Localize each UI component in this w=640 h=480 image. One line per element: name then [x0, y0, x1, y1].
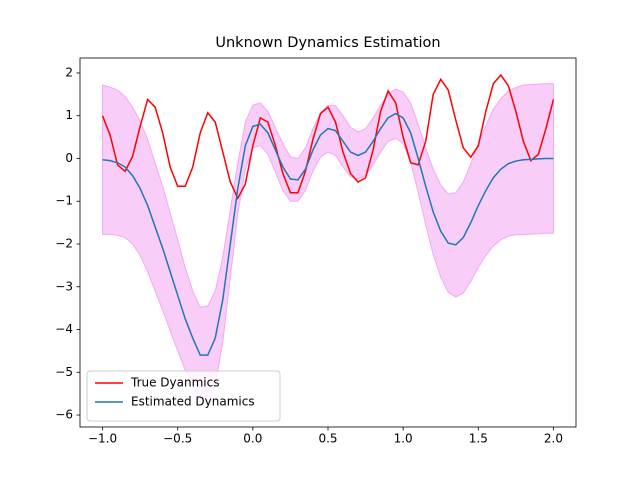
- y-tick-label: 2: [65, 65, 73, 79]
- y-tick-label: −3: [55, 279, 73, 293]
- y-tick-label: −1: [55, 194, 73, 208]
- confidence-band: [102, 83, 554, 405]
- x-tick-label: 1.0: [394, 432, 413, 446]
- chart-title: Unknown Dynamics Estimation: [215, 35, 440, 51]
- x-tick-label: −0.5: [163, 432, 192, 446]
- y-tick-label: 0: [65, 151, 73, 165]
- series-line: [102, 112, 554, 356]
- x-tick-label: 2.0: [544, 432, 563, 446]
- y-tick-label: −6: [55, 408, 73, 422]
- x-tick-label: −1.0: [88, 432, 117, 446]
- legend-box: [86, 370, 281, 422]
- y-tick-label: −2: [55, 236, 73, 250]
- x-tick-label: 0.5: [318, 432, 337, 446]
- x-tick-label: 0.0: [243, 432, 262, 446]
- legend-label: True Dyanmics: [130, 376, 219, 390]
- y-tick-label: 1: [65, 108, 73, 122]
- y-tick-label: −4: [55, 322, 73, 336]
- legend-label: Estimated Dynamics: [131, 395, 255, 409]
- series-line: [101, 73, 555, 200]
- y-tick-label: −5: [55, 365, 73, 379]
- x-tick-label: 1.5: [469, 432, 488, 446]
